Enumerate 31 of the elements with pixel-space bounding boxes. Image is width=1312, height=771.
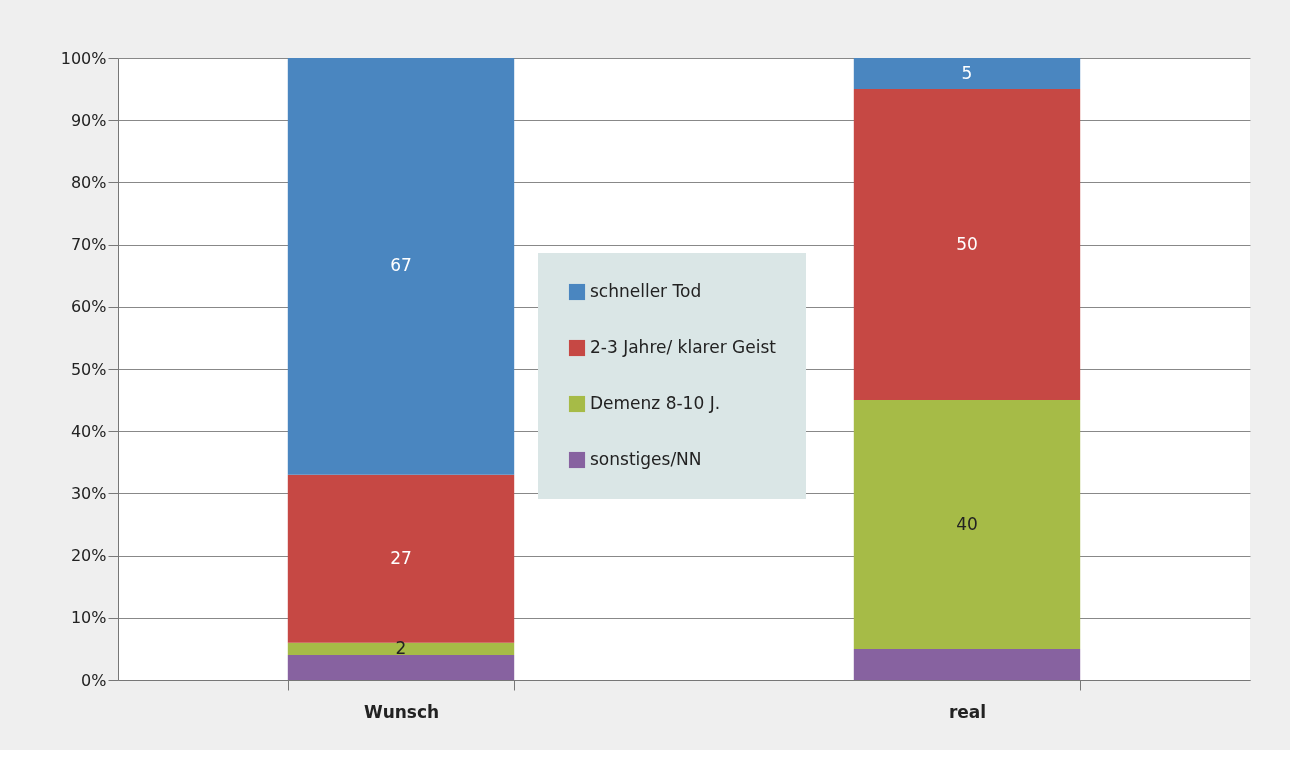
legend-label: sonstiges/NN — [590, 449, 702, 469]
y-tick-label: 10% — [70, 608, 107, 628]
y-tick-label: 70% — [70, 235, 107, 255]
y-tick-label: 60% — [70, 297, 107, 317]
bar — [853, 400, 1081, 649]
y-tick-label: 20% — [70, 546, 107, 566]
legend-label: Demenz 8-10 J. — [590, 393, 721, 413]
y-tick-label: 40% — [70, 421, 107, 441]
bar — [287, 655, 515, 680]
bar — [853, 58, 1081, 90]
data-label: 67 — [390, 255, 412, 276]
bar — [853, 648, 1081, 680]
y-tick-label: 100% — [60, 48, 107, 68]
y-tick-label: 0% — [81, 670, 107, 690]
data-label: 50 — [956, 233, 978, 254]
bar — [287, 642, 515, 656]
bar — [287, 474, 515, 643]
x-tick-label: Wunsch — [363, 701, 440, 722]
data-label: 2 — [395, 637, 407, 658]
bar — [287, 58, 515, 475]
data-label: 40 — [956, 513, 978, 534]
y-tick-label: 30% — [70, 483, 107, 503]
data-label: 5 — [961, 62, 973, 83]
legend-label: schneller Tod — [590, 281, 702, 301]
y-tick-label: 80% — [70, 172, 107, 192]
y-tick-label: 50% — [70, 359, 107, 379]
bar — [853, 89, 1081, 401]
x-tick-label: real — [948, 701, 987, 722]
legend-label: 2-3 Jahre/ klarer Geist — [590, 337, 777, 357]
data-label: 27 — [390, 547, 412, 568]
y-tick-label: 90% — [70, 110, 107, 130]
